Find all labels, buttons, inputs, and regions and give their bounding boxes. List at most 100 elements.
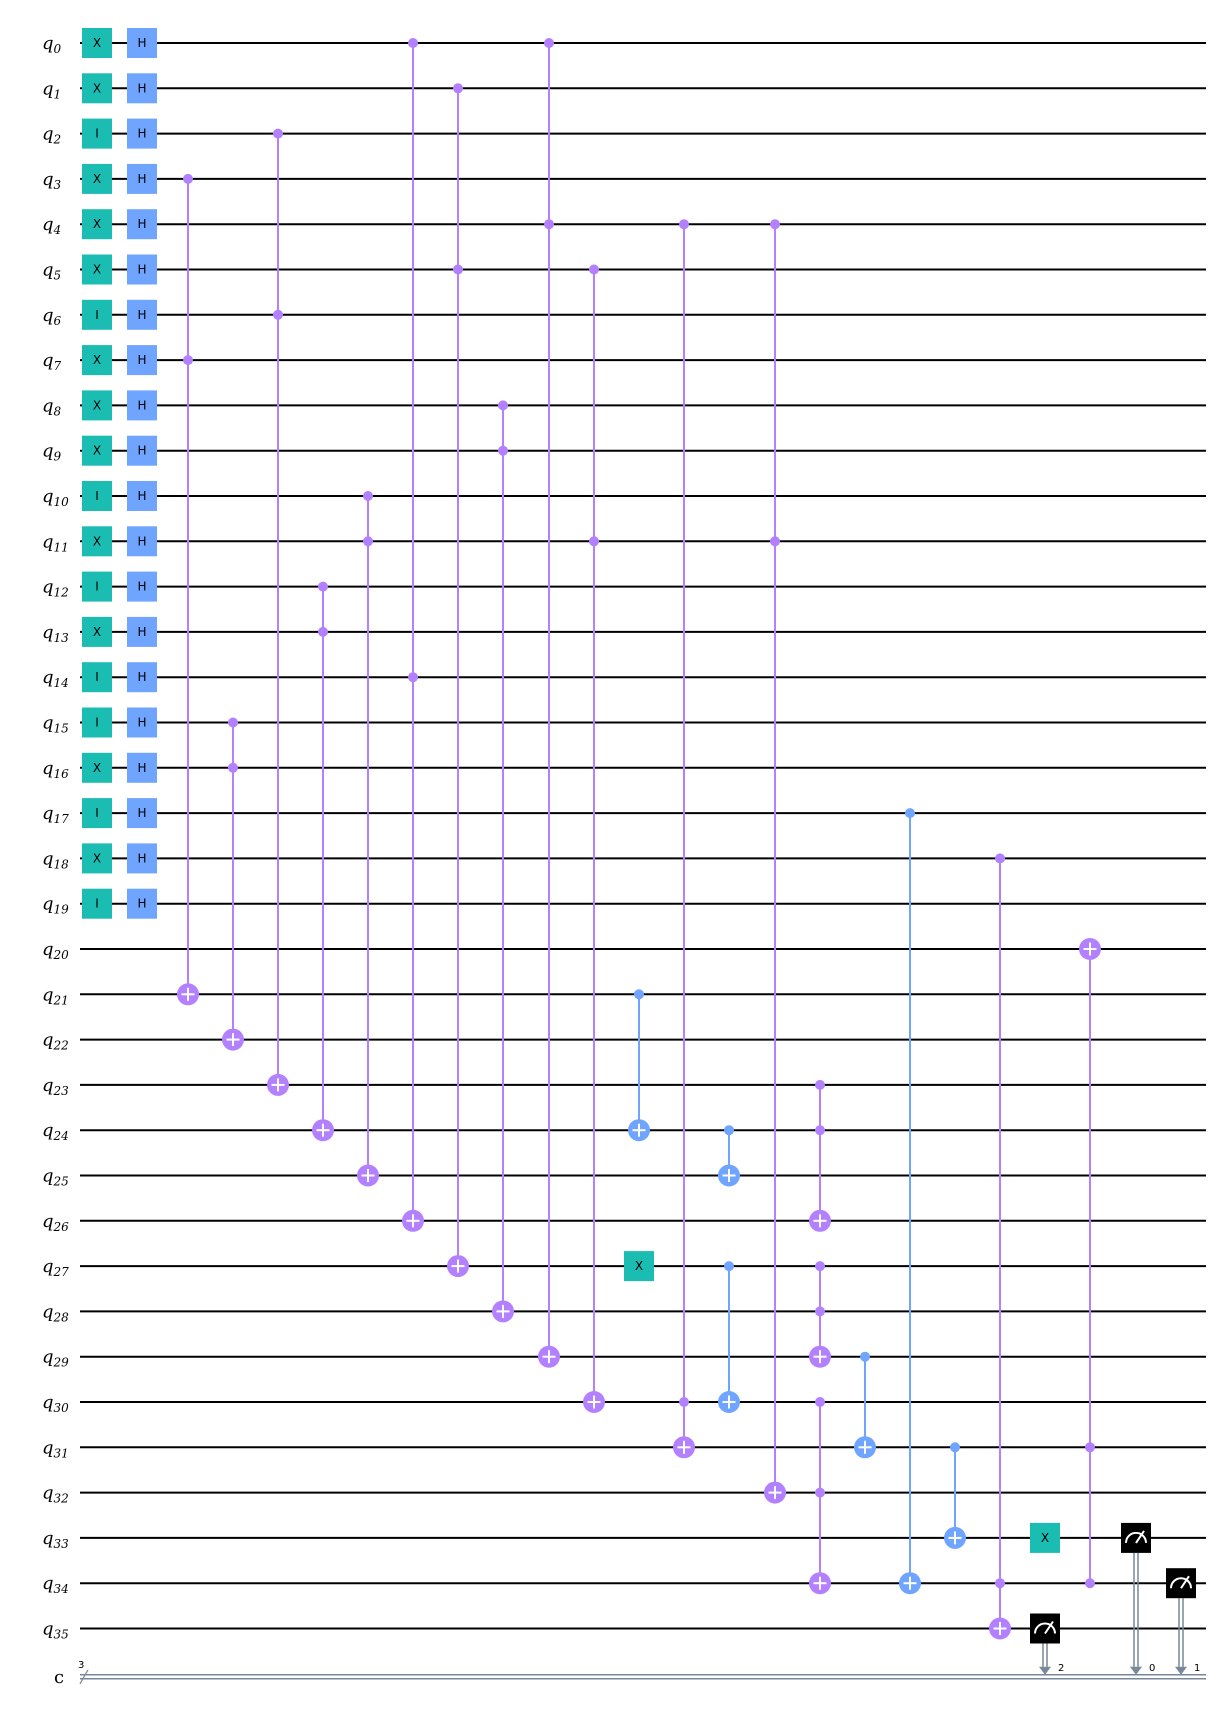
qubit-label-prefix: q: [42, 350, 54, 371]
qubit-label-prefix: q: [42, 803, 54, 824]
qubit-label-prefix: q: [42, 441, 54, 462]
gate-label: I: [95, 308, 99, 322]
classical-register-size: 3: [78, 1660, 84, 1671]
gate-h-q1: [127, 73, 157, 104]
qubit-label-index: 9: [54, 450, 62, 464]
control-dot-q24: [815, 1125, 825, 1136]
gate-label: X: [93, 36, 101, 50]
gate-label: H: [137, 534, 146, 548]
qubit-label-14: q14: [42, 667, 69, 690]
gate-h-q0: [127, 28, 157, 58]
gate-label: H: [137, 489, 146, 503]
qubit-label-prefix: q: [42, 1392, 54, 1413]
qubit-label-index: 20: [53, 948, 70, 962]
qubit-label-index: 33: [54, 1537, 70, 1551]
gate-h-q18: [127, 843, 157, 874]
gate-x-q27: [624, 1251, 654, 1282]
qubit-label-index: 35: [54, 1628, 69, 1642]
gate-h-q12: [127, 571, 157, 602]
qubit-label-prefix: q: [42, 1437, 54, 1458]
control-dot-q21: [634, 989, 644, 1000]
control-dot-q13: [318, 626, 328, 637]
gate-label: X: [93, 534, 101, 548]
qubit-label-prefix: q: [42, 1619, 54, 1640]
control-dot-q18: [995, 853, 1005, 864]
qubit-label-prefix: q: [42, 305, 54, 326]
measure-gate-q34: [1166, 1568, 1196, 1599]
qubit-label-index: 21: [53, 993, 69, 1007]
control-dot-q32: [815, 1487, 825, 1498]
gate-h-q16: [127, 752, 157, 783]
qubit-label-0: q0: [42, 33, 62, 56]
gate-h-q9: [127, 435, 157, 466]
gate-h-q14: [127, 662, 157, 693]
control-dot-q34: [995, 1578, 1005, 1589]
gate-h-q10: [127, 481, 157, 511]
gate-x-q11: [82, 526, 112, 557]
control-dot-q28: [815, 1306, 825, 1317]
gate-label: I: [95, 897, 99, 911]
gate-label: I: [95, 716, 99, 730]
gate-label: X: [93, 263, 101, 277]
qubit-label-prefix: q: [42, 848, 54, 869]
gate-h-q15: [127, 707, 157, 738]
control-dot-q31: [1085, 1442, 1095, 1453]
measure-arrow: [1130, 1666, 1142, 1675]
qubit-label-24: q24: [42, 1120, 69, 1143]
gate-h-q5: [127, 254, 157, 285]
qubit-label-31: q31: [42, 1437, 69, 1460]
qubit-label-25: q25: [42, 1166, 69, 1189]
control-dot-q27: [815, 1261, 825, 1272]
gate-x-q1: [82, 73, 112, 104]
qubit-label-7: q7: [42, 350, 62, 373]
meter-arc-icon: [1125, 1531, 1147, 1544]
qubit-label-prefix: q: [42, 1120, 54, 1141]
control-dot-q11: [770, 536, 780, 547]
qubit-label-index: 32: [54, 1492, 69, 1506]
gate-i-q12: [82, 571, 112, 602]
qubit-label-2: q2: [42, 124, 61, 147]
control-dot-q29: [860, 1351, 870, 1362]
control-dot-q34: [1085, 1578, 1095, 1589]
qubit-label-20: q20: [42, 939, 69, 962]
qubit-label-prefix: q: [42, 1347, 54, 1368]
control-dot-q17: [905, 808, 915, 819]
gate-label: H: [137, 217, 146, 231]
gate-label: H: [137, 580, 146, 594]
qubit-label-10: q10: [42, 486, 69, 509]
control-dot-q1: [453, 83, 463, 94]
gate-label: I: [95, 670, 99, 684]
qubit-label-33: q33: [42, 1528, 69, 1551]
qubit-label-prefix: q: [42, 1211, 54, 1232]
measure-arrow: [1039, 1666, 1051, 1675]
control-dot-q11: [589, 536, 599, 547]
gate-i-q17: [82, 798, 112, 829]
gate-h-q19: [127, 888, 157, 919]
qubit-label-index: 29: [53, 1356, 70, 1370]
qubit-label-index: 10: [54, 495, 70, 509]
gate-label: I: [95, 489, 99, 503]
qubit-label-34: q34: [42, 1573, 69, 1596]
qubit-label-6: q6: [42, 305, 62, 328]
control-dot-q8: [498, 400, 508, 411]
qubit-label-index: 0: [54, 42, 62, 56]
qubit-label-index: 4: [53, 223, 62, 237]
qubit-label-index: 3: [54, 178, 62, 192]
qubit-label-index: 34: [54, 1582, 69, 1596]
qubit-label-index: 1: [54, 87, 62, 101]
qubit-label-prefix: q: [42, 124, 54, 145]
measure-gate-q33: [1121, 1522, 1151, 1553]
gate-x-q13: [82, 616, 112, 647]
qubit-label-index: 18: [54, 857, 70, 871]
gate-h-q7: [127, 345, 157, 376]
gate-h-q13: [127, 616, 157, 647]
labels-layer: q0q1q2q3q4q5q6q7q8q9q10q11q12q13q14q15q1…: [42, 33, 1200, 1688]
qubit-label-index: 22: [53, 1039, 69, 1053]
qubit-label-15: q15: [42, 713, 69, 736]
qubit-label-13: q13: [42, 622, 69, 645]
gate-x-q3: [82, 163, 112, 194]
qubit-label-index: 13: [54, 631, 70, 645]
measure-clbit-index: 1: [1194, 1663, 1200, 1674]
qubit-label-index: 11: [54, 540, 69, 554]
